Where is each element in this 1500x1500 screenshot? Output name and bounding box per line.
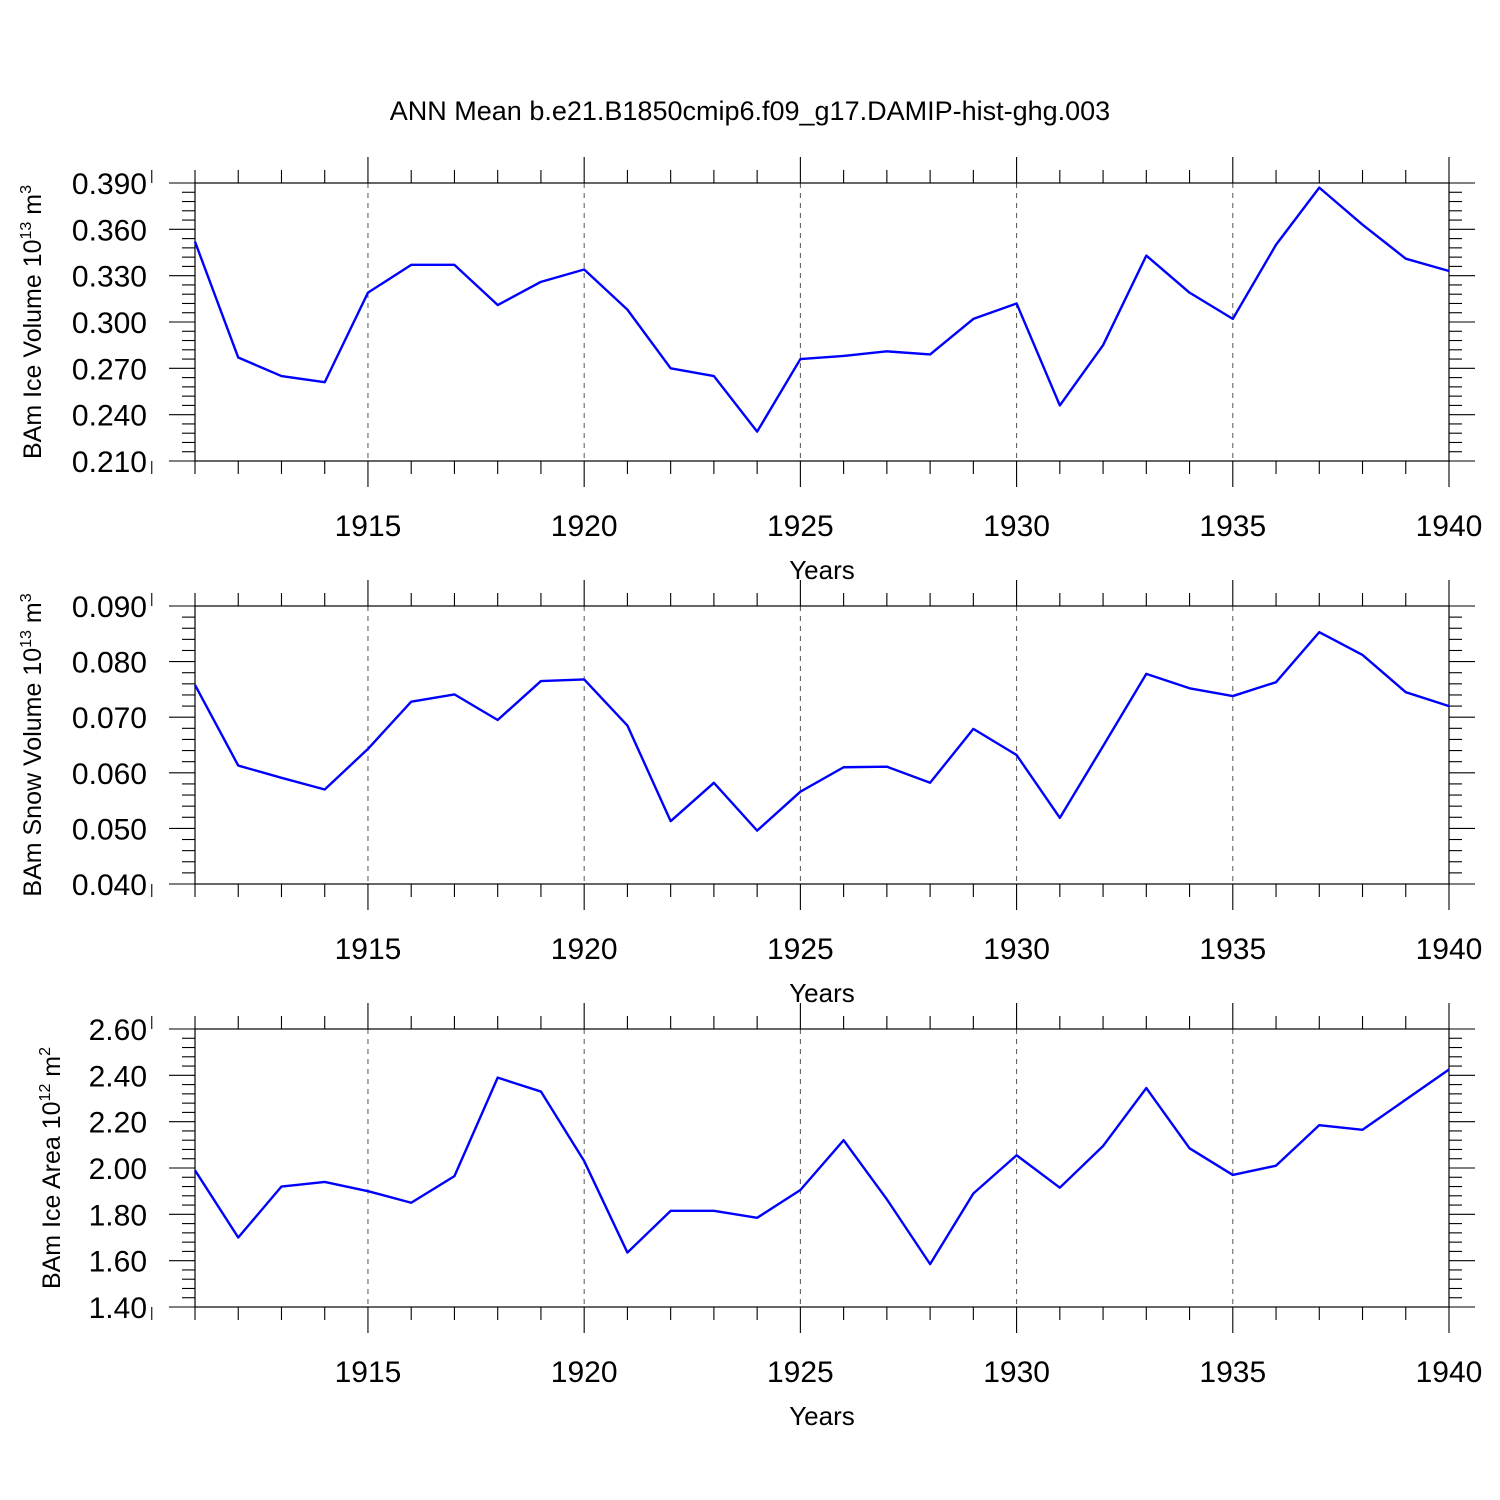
y-axis-label-unit-exponent: 3 — [18, 185, 35, 194]
x-tick-label: 1920 — [551, 510, 618, 543]
x-tick-label: 1920 — [551, 1356, 618, 1389]
y-axis-label-unit: m — [19, 602, 47, 630]
panel-3: 2.60 2.40 2.20 2.00 1.80 1.60 1.40 1915 1920 1925… — [37, 1003, 1482, 1431]
x-axis-label: Years — [789, 1401, 855, 1431]
plot-frame — [194, 605, 1450, 885]
x-tick-label: 1940 — [1416, 1356, 1483, 1389]
y-axis-label-unit-exponent: 3 — [18, 593, 35, 602]
x-tick-label: 1930 — [983, 510, 1050, 543]
x-tick-label: 1930 — [983, 933, 1050, 966]
x-axis-label: Years — [789, 978, 855, 1008]
x-tick-label: 1940 — [1416, 933, 1483, 966]
y-tick-label: 0.090 — [72, 591, 147, 624]
y-axis-label-exponent: 13 — [18, 222, 35, 240]
x-axis-label: Years — [789, 555, 855, 585]
y-tick-label: 1.40 — [89, 1292, 147, 1325]
y-axis-label-unit: m — [38, 1056, 66, 1084]
y-axis-label-exponent: 13 — [18, 630, 35, 648]
y-axis-label: BAm Ice Volume 1013 m3 — [18, 185, 47, 459]
y-axis-label-unit: m — [19, 194, 47, 222]
plot-frame — [194, 182, 1450, 462]
y-tick-label: 0.330 — [72, 261, 147, 294]
figure-title: ANN Mean b.e21.B1850cmip6.f09_g17.DAMIP-… — [390, 96, 1110, 126]
series-line — [193, 186, 1450, 433]
x-tick-label: 1935 — [1199, 510, 1266, 543]
x-tick-label: 1935 — [1199, 933, 1266, 966]
x-tick-label: 1930 — [983, 1356, 1050, 1389]
y-tick-label: 2.20 — [89, 1107, 147, 1140]
x-tick-label: 1925 — [767, 510, 834, 543]
panel-1: 0.390 0.360 0.330 0.300 0.270 0.240 0.210 1915 1… — [18, 157, 1482, 585]
y-axis-label: BAm Ice Area 1012 m2 — [37, 1047, 66, 1289]
x-tick-label: 1915 — [335, 510, 402, 543]
y-tick-label: 0.060 — [72, 758, 147, 791]
x-tick-label: 1940 — [1416, 510, 1483, 543]
y-tick-label: 0.080 — [72, 647, 147, 680]
x-tick-label: 1925 — [767, 1356, 834, 1389]
y-tick-label: 2.40 — [89, 1060, 147, 1093]
series-line — [193, 1068, 1450, 1266]
y-tick-label: 0.360 — [72, 214, 147, 247]
y-tick-label: 1.60 — [89, 1246, 147, 1279]
y-tick-label: 0.050 — [72, 813, 147, 846]
y-axis-label-text: BAm Snow Volume 10 — [19, 648, 47, 897]
x-tick-label: 1915 — [335, 933, 402, 966]
y-axis-label-unit-exponent: 2 — [37, 1047, 54, 1056]
y-tick-label: 0.210 — [72, 446, 147, 479]
y-tick-label: 0.270 — [72, 353, 147, 386]
x-tick-label: 1915 — [335, 1356, 402, 1389]
y-tick-label: 1.80 — [89, 1199, 147, 1232]
y-axis-label-exponent: 12 — [37, 1084, 54, 1102]
series-line — [193, 630, 1450, 832]
x-tick-label: 1920 — [551, 933, 618, 966]
y-axis-label-text: BAm Ice Volume 10 — [19, 239, 47, 459]
y-tick-label: 0.300 — [72, 307, 147, 340]
y-axis-label: BAm Snow Volume 1013 m3 — [18, 593, 47, 896]
y-tick-label: 0.070 — [72, 702, 147, 735]
y-tick-label: 2.60 — [89, 1014, 147, 1047]
y-tick-label: 2.00 — [89, 1153, 147, 1186]
y-tick-label: 0.390 — [72, 168, 147, 201]
y-axis-label-text: BAm Ice Area 10 — [38, 1101, 66, 1289]
y-tick-label: 0.040 — [72, 869, 147, 902]
panels: 0.390 0.360 0.330 0.300 0.270 0.240 0.210 1915 1… — [18, 157, 1482, 1431]
y-tick-label: 0.240 — [72, 400, 147, 433]
panel-2: 0.090 0.080 0.070 0.060 0.050 0.040 1915 1920 19… — [18, 580, 1482, 1008]
x-tick-label: 1935 — [1199, 1356, 1266, 1389]
x-tick-label: 1925 — [767, 933, 834, 966]
